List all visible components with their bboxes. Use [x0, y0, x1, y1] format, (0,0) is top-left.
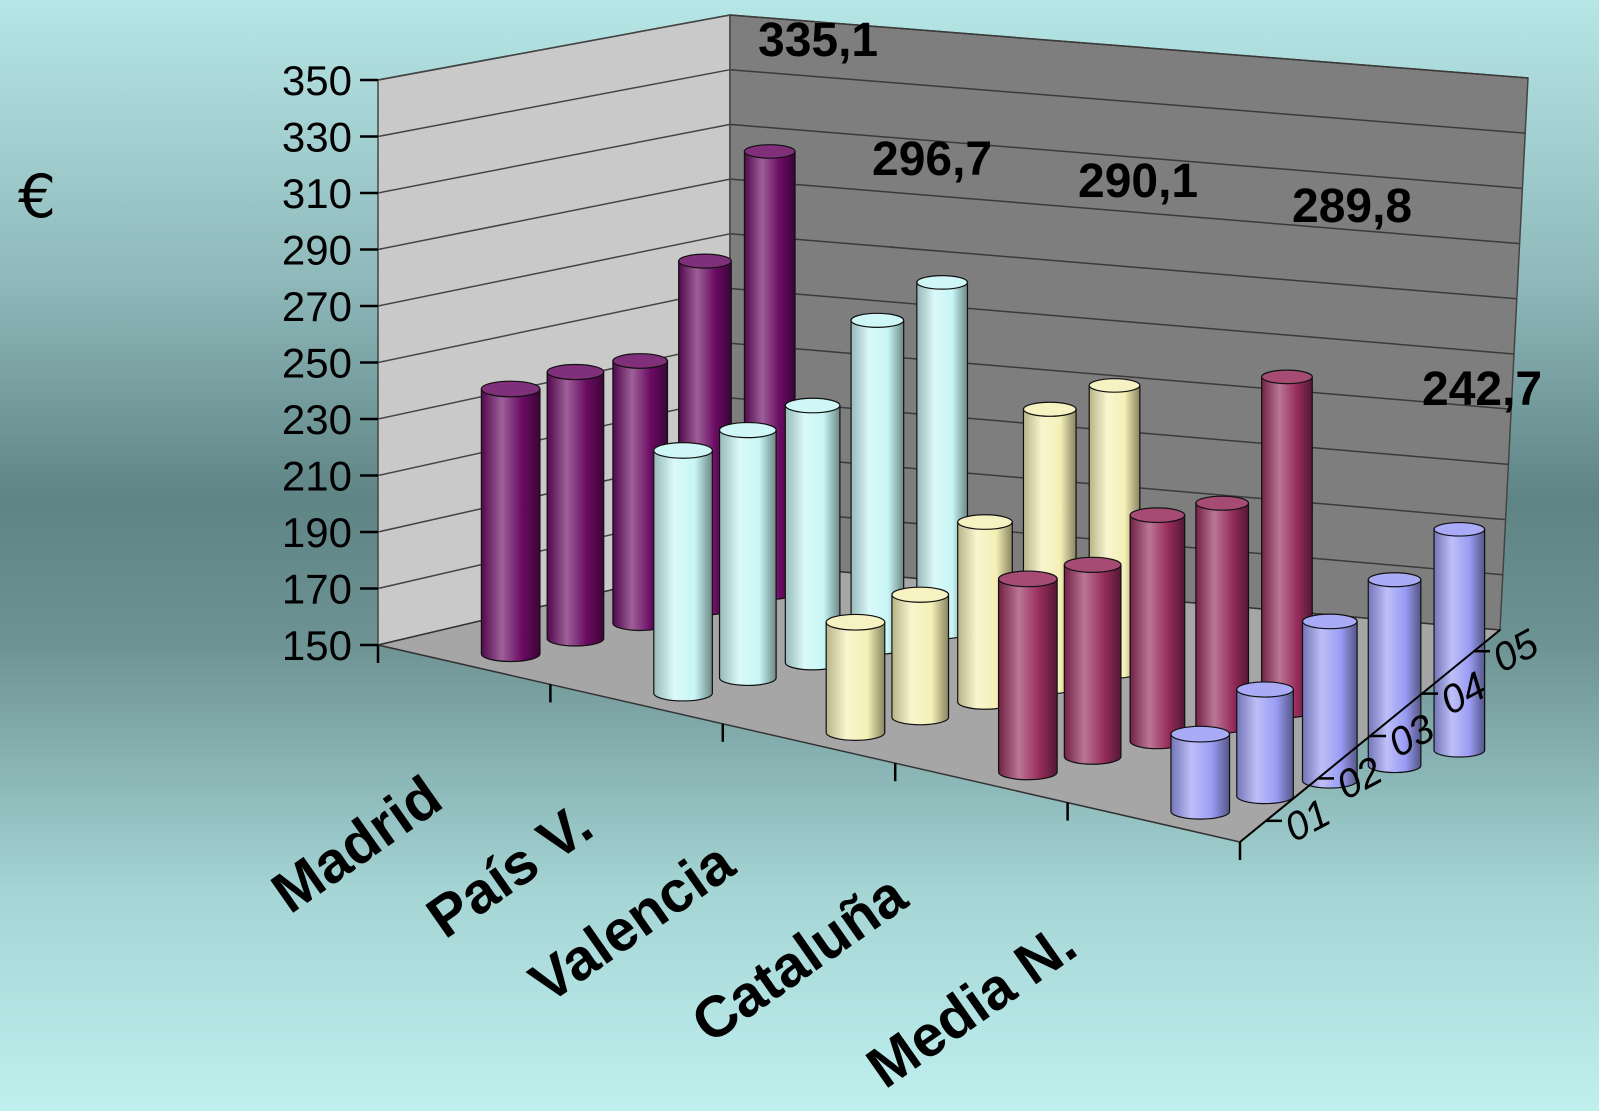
y-tick-label: 350	[282, 57, 352, 104]
y-tick-label: 330	[282, 114, 352, 161]
y-tick-label: 210	[282, 453, 352, 500]
gridline	[729, 233, 1517, 300]
gridline	[729, 123, 1523, 190]
gridline	[377, 233, 731, 307]
bar	[891, 586, 950, 726]
y-tick-label: 270	[282, 283, 352, 330]
bars	[480, 144, 1486, 820]
unit-label: €	[18, 162, 56, 232]
bar	[480, 380, 541, 663]
x-axis-ticks	[376, 645, 1242, 860]
bar	[1301, 613, 1358, 789]
y-tick-label: 310	[282, 170, 352, 217]
gridline	[729, 287, 1515, 355]
bar	[1236, 681, 1294, 805]
y-tick-label: 290	[282, 227, 352, 274]
bar	[546, 363, 605, 647]
bar	[1367, 572, 1422, 774]
category-label: Media N.	[855, 911, 1088, 1101]
gridline	[729, 68, 1526, 134]
gridline	[729, 178, 1520, 245]
bar	[997, 570, 1058, 781]
y-tick-label: 170	[282, 566, 352, 613]
gridline	[729, 14, 1529, 79]
bar	[718, 421, 777, 686]
bar	[1129, 507, 1186, 750]
y-tick-label: 250	[282, 340, 352, 387]
gridline	[377, 287, 731, 364]
y-tick-label: 150	[282, 622, 352, 669]
value-label: 289,8	[1292, 180, 1412, 233]
gridline	[377, 14, 731, 81]
bar	[653, 442, 713, 702]
gridline	[377, 178, 731, 251]
bar	[1170, 725, 1231, 820]
bar	[1063, 556, 1122, 765]
y-axis: 150 170 190 210 230 250 270 290 310 330 350	[282, 57, 378, 669]
bar	[1433, 521, 1486, 758]
value-label: 242,7	[1422, 363, 1542, 416]
value-label: 296,7	[872, 133, 992, 186]
gridline	[377, 68, 731, 138]
bar	[825, 613, 886, 741]
y-tick-label: 190	[282, 509, 352, 556]
gridline	[377, 123, 731, 194]
value-label: 290,1	[1078, 155, 1198, 208]
value-labels: 335,1 296,7 290,1 289,8 242,7	[758, 14, 1542, 416]
y-tick-label: 230	[282, 396, 352, 443]
value-label: 335,1	[758, 14, 878, 67]
